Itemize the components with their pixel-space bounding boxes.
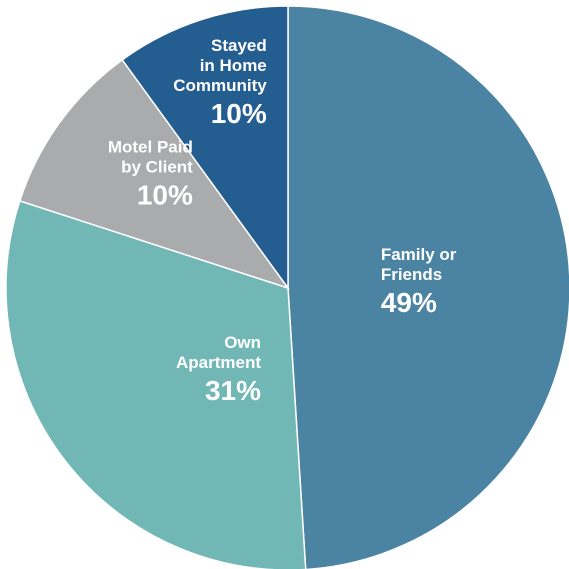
pie-label-text: Motel Paid <box>108 137 193 156</box>
pie-label-text: in Home <box>200 56 267 75</box>
pie-label-percent: 31% <box>205 375 261 406</box>
pie-label-text: Stayed <box>211 36 267 55</box>
pie-label-text: Family or <box>381 245 457 264</box>
pie-label-text: Friends <box>381 265 442 284</box>
pie-label-percent: 10% <box>137 179 193 210</box>
pie-label-text: by Client <box>121 157 193 176</box>
pie-slice-4 <box>121 5 289 291</box>
pie-slice-1 <box>287 5 569 569</box>
pie-label-text: Community <box>173 76 267 95</box>
pie-label-percent: 10% <box>211 98 267 129</box>
pie-label-text: Own <box>224 333 261 352</box>
pie-slice-3 <box>18 58 290 290</box>
pie-label-percent: 49% <box>381 287 437 318</box>
pie-slices <box>5 5 569 569</box>
pie-label-text: Apartment <box>176 353 261 372</box>
pie-slice-2 <box>5 199 307 569</box>
